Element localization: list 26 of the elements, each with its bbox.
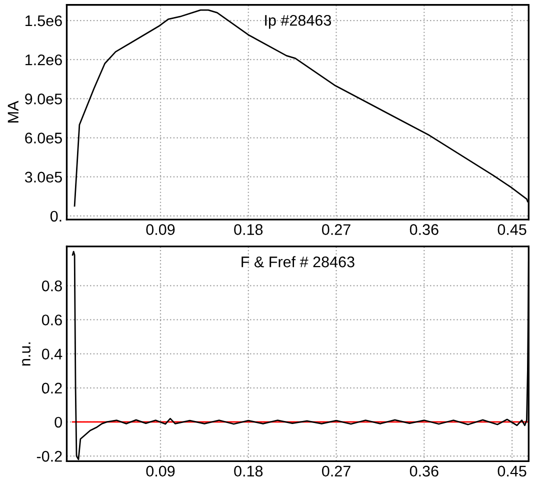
- x-tick-label: 0.27: [322, 224, 350, 235]
- y-tick-label: 0.: [50, 210, 62, 222]
- y-tick-label: -0.2: [36, 450, 62, 462]
- y-tick-label: 0.4: [42, 348, 62, 360]
- x-tick-label: 0.18: [234, 224, 263, 235]
- text: F & Fref # 28463: [242, 256, 354, 268]
- x-tick-label: 0.18: [234, 466, 263, 477]
- x-tick-label: 0.36: [410, 466, 438, 477]
- y-tick-label: 0: [54, 416, 62, 428]
- y-tick-label: 6.0e5: [25, 132, 62, 144]
- y-tick-label: 0.6: [42, 314, 62, 326]
- y-tick-label: 1.5e6: [26, 15, 62, 26]
- x-tick-label: 0.45: [498, 224, 526, 235]
- y-tick-label: 3.0e5: [24, 172, 62, 183]
- x-tick-label: 0.36: [410, 224, 438, 235]
- y-tick-label: 0.2: [42, 382, 62, 394]
- x-tick-label: 0.27: [322, 466, 350, 477]
- y-tick-label: 1.2e6: [26, 54, 62, 66]
- x-tick-label: 0.09: [146, 224, 175, 235]
- x-tick-label: 0.09: [146, 466, 175, 477]
- y-axis-title: MA: [8, 100, 18, 122]
- y-axis-title: n.u.: [22, 342, 30, 366]
- y-tick-label: 9.0e5: [25, 94, 62, 104]
- x-tick-label: 0.45: [498, 466, 526, 477]
- y-tick-label: 0.8: [42, 280, 62, 292]
- text: Ip #28463: [265, 14, 332, 29]
